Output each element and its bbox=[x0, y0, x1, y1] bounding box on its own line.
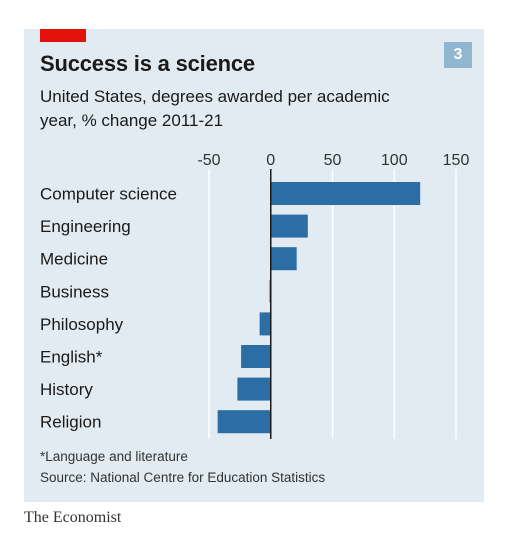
category-label: English* bbox=[40, 348, 103, 367]
category-label: History bbox=[40, 380, 93, 399]
bar bbox=[270, 182, 421, 205]
category-label: Philosophy bbox=[40, 315, 124, 334]
x-tick-label: 150 bbox=[443, 152, 470, 169]
category-label: Engineering bbox=[40, 217, 131, 236]
x-tick-label: 50 bbox=[324, 152, 342, 169]
chart-title: Success is a science bbox=[40, 51, 255, 76]
category-label: Business bbox=[40, 282, 109, 301]
chart-panel: 3 Success is a science United States, de… bbox=[24, 29, 484, 502]
red-tag bbox=[40, 29, 86, 42]
bar bbox=[259, 312, 271, 336]
bar bbox=[270, 247, 297, 271]
bar-chart: -50 0 50 100 150 Computer science Engineering… bbox=[40, 152, 470, 439]
chart-subtitle: United States, degrees awarded per acade… bbox=[40, 87, 390, 130]
source-note: Source: National Centre for Education St… bbox=[40, 470, 326, 485]
bar bbox=[270, 214, 308, 238]
bar bbox=[241, 345, 271, 368]
category-label: Religion bbox=[40, 413, 101, 432]
x-tick-label: 0 bbox=[266, 152, 275, 169]
chart-number-badge: 3 bbox=[444, 42, 472, 68]
footnote: *Language and literature bbox=[40, 449, 188, 464]
bar bbox=[217, 410, 271, 434]
x-tick-label: -50 bbox=[197, 152, 220, 169]
bar bbox=[237, 377, 271, 401]
category-label: Computer science bbox=[40, 185, 177, 204]
x-tick-label: 100 bbox=[381, 152, 408, 169]
publisher-brand: The Economist bbox=[24, 509, 122, 526]
category-label: Medicine bbox=[40, 250, 108, 269]
